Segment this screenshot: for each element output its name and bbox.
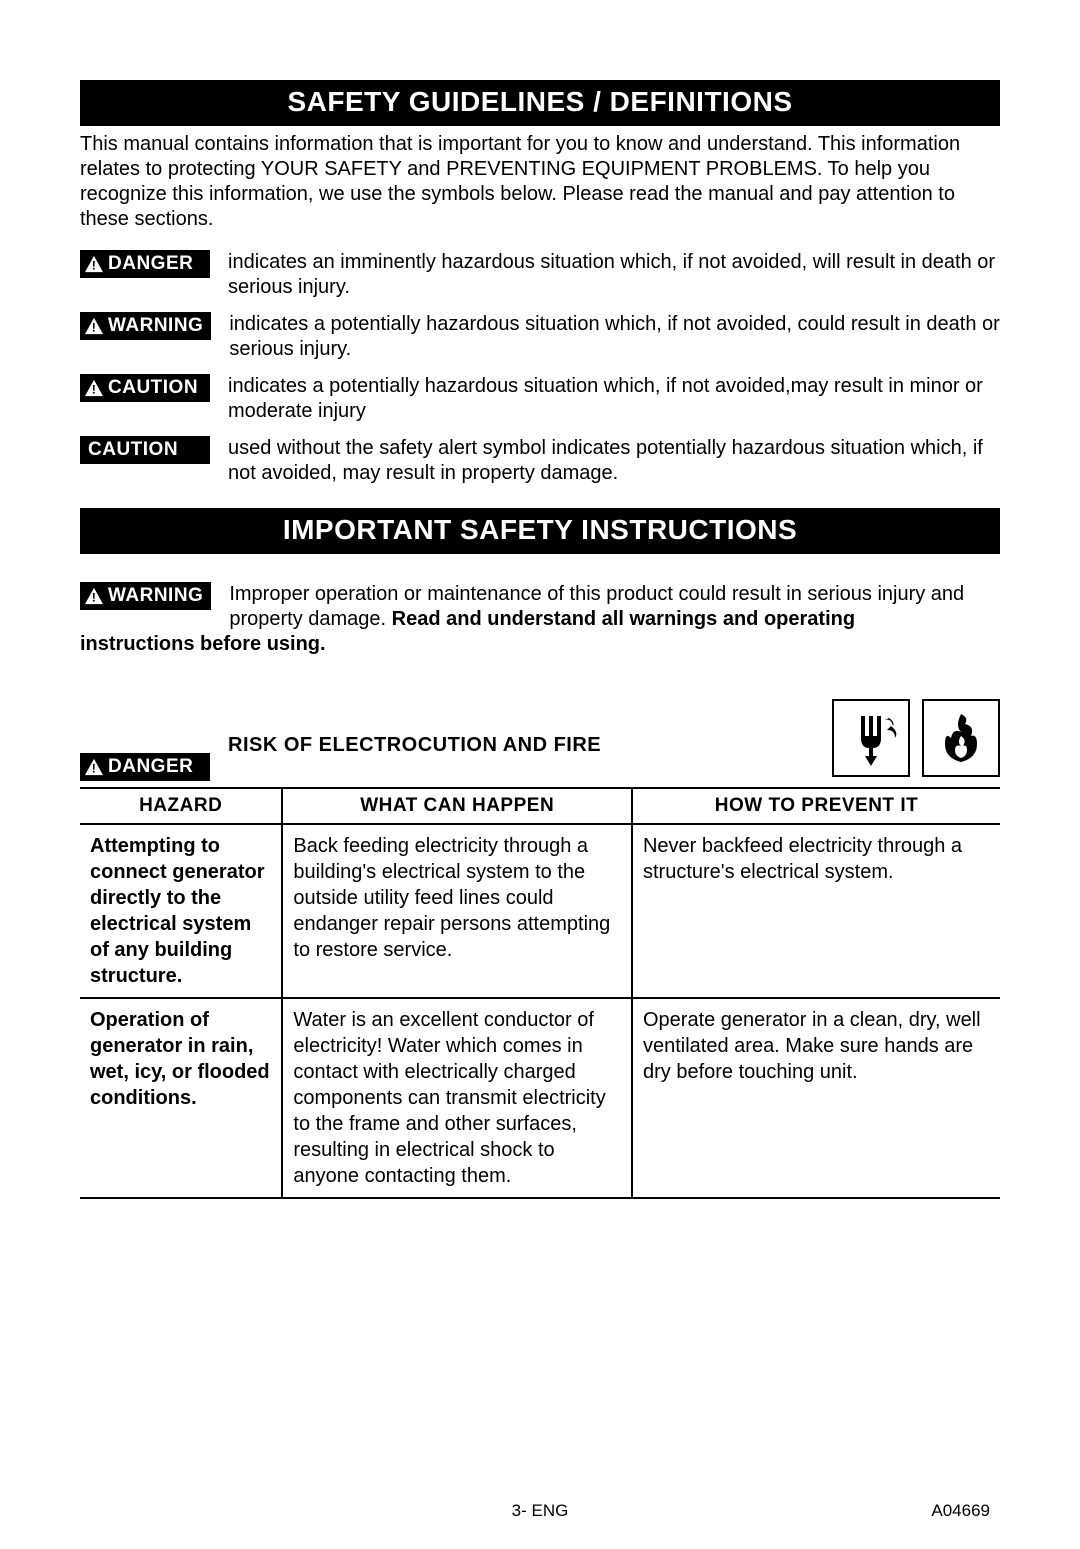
table-row: Operation of generator in rain, wet, icy… — [80, 998, 1000, 1198]
warning-block: ! WARNING Improper operation or maintena… — [80, 582, 1000, 632]
label-text: DANGER — [108, 756, 193, 778]
table-header-prevent: HOW TO PREVENT IT — [632, 788, 1000, 824]
footer-page-number: 3- ENG — [512, 1501, 569, 1521]
cell-prevent: Never backfeed electricity through a str… — [632, 824, 1000, 998]
danger-label: ! DANGER — [80, 753, 210, 781]
footer-doc-id: A04669 — [931, 1501, 990, 1521]
table-row: Attempting to connect generator directly… — [80, 824, 1000, 998]
warning-text: Improper operation or maintenance of thi… — [229, 582, 1000, 632]
table-header-hazard: HAZARD — [80, 788, 282, 824]
fire-icon — [922, 699, 1000, 777]
svg-text:!: ! — [92, 382, 97, 396]
label-text: WARNING — [108, 585, 203, 607]
risk-title: RISK OF ELECTROCUTION AND FIRE — [228, 734, 814, 781]
electrocution-icon — [832, 699, 910, 777]
alert-triangle-icon: ! — [84, 255, 104, 273]
section-header-safety-guidelines: SAFETY GUIDELINES / DEFINITIONS — [80, 80, 1000, 126]
section-header-important-safety: IMPORTANT SAFETY INSTRUCTIONS — [80, 508, 1000, 554]
definition-text: indicates an imminently hazardous situat… — [228, 250, 1000, 300]
definition-row: CAUTION used without the safety alert sy… — [80, 436, 1000, 486]
svg-text:!: ! — [92, 258, 97, 272]
alert-triangle-icon: ! — [84, 587, 104, 605]
warning-bold-inline: Read and understand all warnings and ope… — [392, 608, 855, 630]
cell-what: Water is an excellent conductor of elect… — [282, 998, 632, 1198]
hazard-table: HAZARD WHAT CAN HAPPEN HOW TO PREVENT IT… — [80, 787, 1000, 1199]
definition-row: ! CAUTION indicates a potentially hazard… — [80, 374, 1000, 424]
danger-label: ! DANGER — [80, 250, 210, 278]
label-text: CAUTION — [88, 439, 178, 461]
cell-prevent: Operate generator in a clean, dry, well … — [632, 998, 1000, 1198]
alert-triangle-icon: ! — [84, 758, 104, 776]
caution-label: ! CAUTION — [80, 374, 210, 402]
warning-label: ! WARNING — [80, 312, 211, 340]
risk-row: ! DANGER RISK OF ELECTROCUTION AND FIRE — [80, 699, 1000, 781]
table-header-what: WHAT CAN HAPPEN — [282, 788, 632, 824]
alert-triangle-icon: ! — [84, 317, 104, 335]
definition-row: ! DANGER indicates an imminently hazardo… — [80, 250, 1000, 300]
intro-paragraph: This manual contains information that is… — [80, 132, 1000, 232]
warning-label: ! WARNING — [80, 582, 211, 610]
alert-triangle-icon: ! — [84, 379, 104, 397]
svg-text:!: ! — [92, 761, 97, 775]
label-text: DANGER — [108, 253, 193, 275]
definition-text: indicates a potentially hazardous situat… — [229, 312, 1000, 362]
cell-hazard: Attempting to connect generator directly… — [80, 824, 282, 998]
caution-noicon-label: CAUTION — [80, 436, 210, 464]
label-text: CAUTION — [108, 377, 198, 399]
cell-what: Back feeding electricity through a build… — [282, 824, 632, 998]
definition-text: indicates a potentially hazardous situat… — [228, 374, 1000, 424]
svg-text:!: ! — [92, 320, 97, 334]
warning-bold-trailing: instructions before using. — [80, 632, 1000, 657]
cell-hazard: Operation of generator in rain, wet, icy… — [80, 998, 282, 1198]
svg-text:!: ! — [92, 590, 97, 604]
risk-icons — [832, 699, 1000, 781]
definition-row: ! WARNING indicates a potentially hazard… — [80, 312, 1000, 362]
label-text: WARNING — [108, 315, 203, 337]
definition-text: used without the safety alert symbol ind… — [228, 436, 1000, 486]
